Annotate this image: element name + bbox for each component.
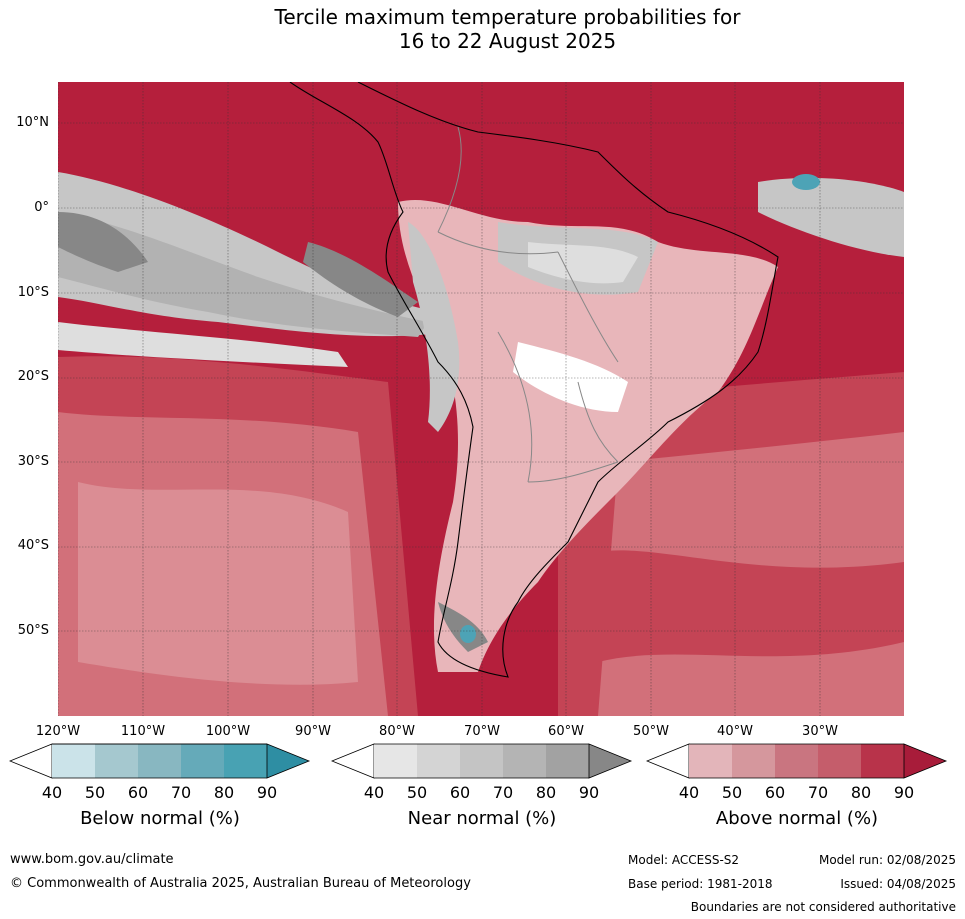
colorbar-near-title: Near normal (%): [407, 808, 557, 829]
website-link[interactable]: www.bom.gov.au/climate: [10, 852, 174, 867]
colorbar-above-arrow-low: [646, 743, 690, 779]
issued-text: Issued: 04/08/2025: [840, 877, 956, 891]
title-line-1: Tercile maximum temperature probabilitie…: [274, 5, 741, 29]
colorbar-below-tick: 40: [41, 783, 63, 802]
colorbar-near-segment-40-50: [374, 744, 417, 778]
lat-label-30s: 30°S: [17, 454, 49, 469]
colorbar-above-segment-80-90: [861, 744, 904, 778]
near-60-band-andes: [408, 222, 460, 432]
probability-map: [58, 82, 904, 716]
map-svg: [58, 82, 904, 716]
colorbar-above-arrow-high: [903, 743, 948, 779]
colorbar-above-segment-60-70: [775, 744, 818, 778]
lat-label-10s: 10°S: [17, 285, 49, 300]
colorbar-below-normal: [9, 743, 311, 779]
above-50-region-continent: [398, 199, 778, 673]
colorbar-above-segment-70-80: [818, 744, 861, 778]
base-period-text: Base period: 1981-2018: [628, 877, 773, 891]
above-60-region-south-pacific: [78, 482, 358, 685]
colorbar-near-segment-70-80: [503, 744, 546, 778]
lon-label-40w: 40°W: [717, 724, 753, 739]
colorbar-above-segment-40-50: [689, 744, 732, 778]
colorbar-near-tick: 70: [492, 783, 514, 802]
lon-label-60w: 60°W: [548, 724, 584, 739]
country-borders: [437, 126, 619, 483]
colorbar-below-tick: 70: [170, 783, 192, 802]
colorbar-near-tick: 50: [406, 783, 428, 802]
colorbar-near-segment-80-90: [546, 744, 589, 778]
lon-label-80w: 80°W: [379, 724, 415, 739]
colorbar-above-segment-50-60: [732, 744, 775, 778]
colorbar-near-arrow-low: [331, 743, 375, 779]
colorbar-near-tick: 60: [449, 783, 471, 802]
lat-label-0: 0°: [34, 200, 49, 215]
colorbar-near-normal: [331, 743, 633, 779]
colorbar-near-tick: 40: [363, 783, 385, 802]
below-80-patch-atlantic: [792, 174, 820, 190]
near-50-band-pacific: [58, 322, 348, 367]
colorbar-below-title: Below normal (%): [80, 808, 240, 829]
colorbar-below-arrow-high: [266, 743, 311, 779]
colorbar-above-tick: 60: [764, 783, 786, 802]
colorbar-near-segment-60-70: [460, 744, 503, 778]
lon-label-70w: 70°W: [464, 724, 500, 739]
above-80-band-atlantic: [598, 550, 904, 662]
colorbar-near-tick: 90: [578, 783, 600, 802]
lon-label-110w: 110°W: [120, 724, 166, 739]
lon-label-120w: 120°W: [35, 724, 81, 739]
lon-label-50w: 50°W: [633, 724, 669, 739]
colorbar-near-arrow-high: [588, 743, 633, 779]
colorbar-above-tick: 80: [850, 783, 872, 802]
lon-label-100w: 100°W: [205, 724, 251, 739]
colorbar-near-tick: 80: [535, 783, 557, 802]
colorbar-below-segment-70-80: [181, 744, 224, 778]
model-text: Model: ACCESS-S2: [628, 853, 740, 867]
model-run-text: Model run: 02/08/2025: [818, 853, 956, 867]
coastline: [289, 82, 779, 678]
colorbar-above-tick: 40: [678, 783, 700, 802]
colorbar-below-arrow-low: [9, 743, 53, 779]
white-region-central: [513, 342, 628, 412]
gridlines: [58, 82, 904, 716]
colorbar-above-title: Above normal (%): [715, 808, 879, 829]
lon-label-90w: 90°W: [295, 724, 331, 739]
colorbar-above-tick: 50: [721, 783, 743, 802]
colorbar-below-tick: 80: [213, 783, 235, 802]
lat-label-10n: 10°N: [16, 115, 49, 130]
colorbar-below-segment-80-90: [224, 744, 267, 778]
colorbar-below-tick: 60: [127, 783, 149, 802]
below-80-patch-patagonia: [460, 625, 476, 643]
colorbar-below-tick: 50: [84, 783, 106, 802]
lat-label-20s: 20°S: [17, 369, 49, 384]
colorbar-near-segment-50-60: [417, 744, 460, 778]
colorbar-above-normal: [646, 743, 948, 779]
near-90-patch-pacific: [58, 212, 148, 272]
disclaimer-text: Boundaries are not considered authoritat…: [690, 900, 956, 914]
colorbar-below-segment-50-60: [95, 744, 138, 778]
near-70-band-pacific: [58, 212, 428, 337]
title-line-2: 16 to 22 August 2025: [398, 29, 617, 53]
near-90-patch-east-pacific: [303, 242, 418, 317]
near-60-patch-atlantic: [758, 177, 904, 257]
colorbar-above-tick: 70: [807, 783, 829, 802]
lat-label-50s: 50°S: [17, 623, 49, 638]
colorbar-below-tick: 90: [256, 783, 278, 802]
colorbar-below-segment-40-50: [52, 744, 95, 778]
lat-label-40s: 40°S: [17, 538, 49, 553]
lon-label-30w: 30°W: [802, 724, 838, 739]
copyright-text: © Commonwealth of Australia 2025, Austra…: [10, 876, 471, 891]
colorbar-above-tick: 90: [893, 783, 915, 802]
chart-title: Tercile maximum temperature probabilitie…: [0, 5, 965, 53]
colorbar-below-segment-60-70: [138, 744, 181, 778]
